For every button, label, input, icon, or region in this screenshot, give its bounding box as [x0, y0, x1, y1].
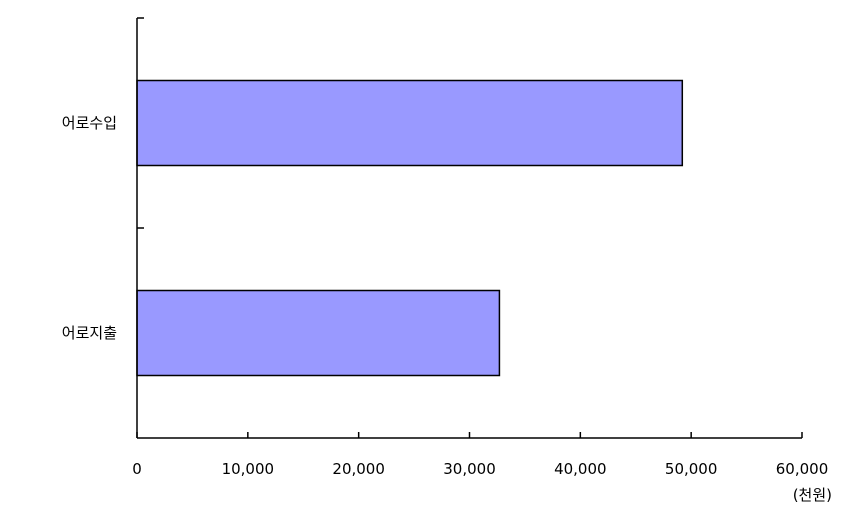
x-tick-label-5: 40,000 — [554, 460, 607, 478]
axes-group — [136, 17, 803, 439]
x-tick-label-7: 60,000 — [776, 460, 829, 478]
x-tick-label-6: 50,000 — [665, 460, 718, 478]
x-tick-label-2: 10,000 — [222, 460, 275, 478]
x-tick-label-3: 20,000 — [332, 460, 385, 478]
category-label-2: 어로지출 — [62, 324, 117, 342]
bars-group — [136, 79, 684, 377]
x-tick-label-1: 0 — [132, 460, 142, 478]
x-tick-label-4: 30,000 — [443, 460, 496, 478]
bar-2 — [136, 289, 501, 377]
unit-label: (천원) — [793, 486, 832, 504]
category-label-1: 어로수입 — [62, 114, 117, 132]
bar-1 — [136, 79, 684, 167]
